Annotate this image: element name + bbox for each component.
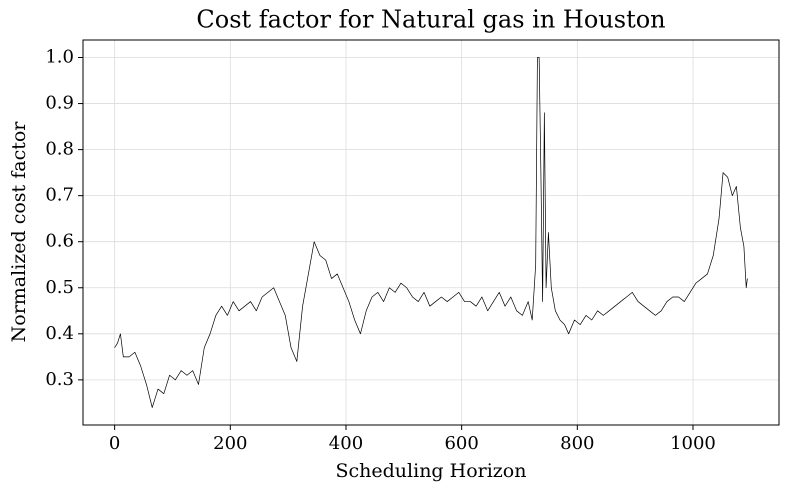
x-tick-label: 600 [444, 433, 478, 454]
chart-title: Cost factor for Natural gas in Houston [196, 6, 665, 34]
y-tick-label: 0.7 [45, 185, 74, 206]
x-tick-label: 1000 [670, 433, 716, 454]
y-tick-label: 0.6 [45, 231, 74, 252]
y-tick-label: 0.5 [45, 277, 74, 298]
x-tick-label: 0 [109, 433, 120, 454]
x-axis-label: Scheduling Horizon [336, 460, 527, 482]
y-tick-label: 1.0 [45, 47, 74, 68]
y-tick-label: 0.8 [45, 139, 74, 160]
data-line [114, 57, 748, 408]
plot-frame [82, 39, 780, 426]
y-tick-label: 0.9 [45, 93, 74, 114]
x-tick-label: 800 [560, 433, 594, 454]
x-tick-label: 200 [213, 433, 247, 454]
y-tick-label: 0.4 [45, 323, 74, 344]
x-tick-label: 400 [329, 433, 363, 454]
y-tick-label: 0.3 [45, 369, 74, 390]
y-axis-label: Normalized cost factor [8, 121, 30, 343]
